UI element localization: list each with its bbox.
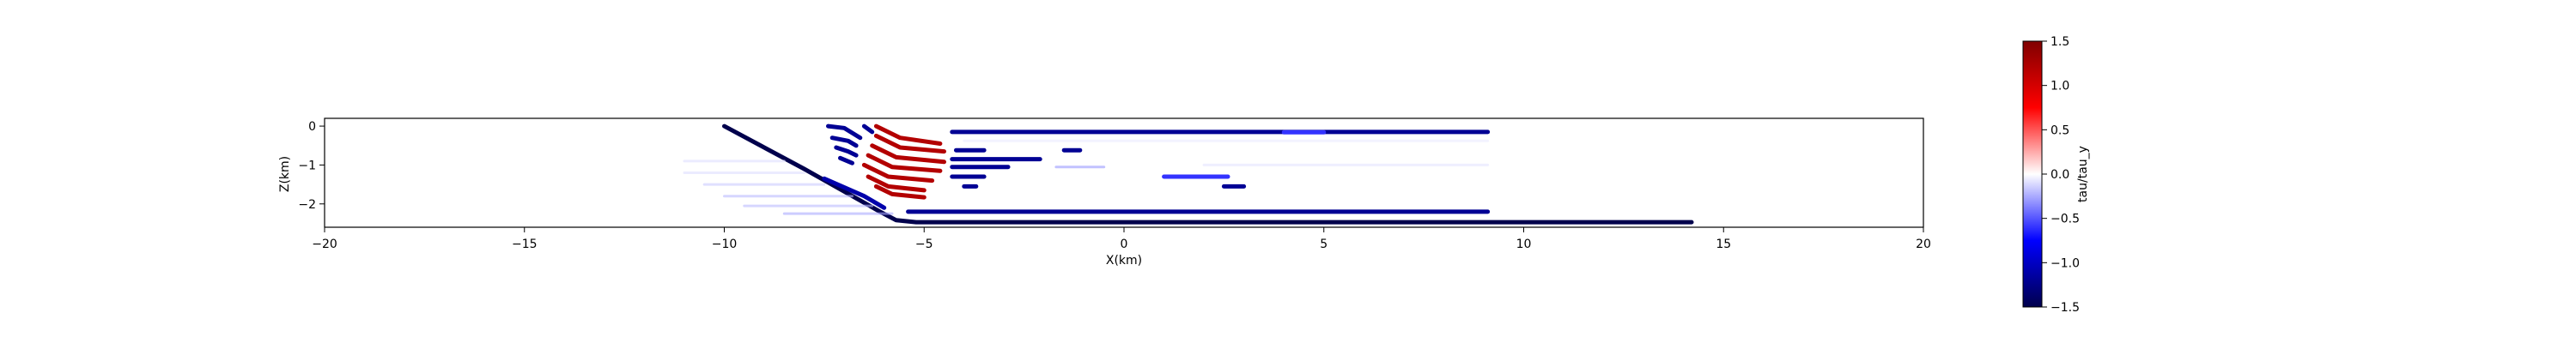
x-tick-label: 10: [1516, 238, 1532, 251]
x-tick-label: −20: [312, 238, 337, 251]
y-tick-label: −1: [298, 159, 316, 172]
data-series-0: [722, 123, 1694, 225]
x-axis-label: X(km): [1106, 254, 1142, 268]
y-axis: 0 −1 −2: [298, 120, 325, 212]
colorbar-tick-label: −1.5: [2050, 301, 2080, 315]
y-tick-label: −2: [298, 198, 316, 212]
y-axis-label: Z(km): [278, 156, 292, 192]
data-series-9: [870, 143, 946, 165]
plot-area: [324, 117, 1924, 228]
colorbar-tick-label: 0.0: [2050, 168, 2069, 182]
plot-background: [325, 118, 1923, 227]
colorbar: 1.5 1.0 0.5 0.0 −0.5 −1.0 −1.5 tau/tau_y: [2022, 35, 2090, 315]
x-tick-label: 0: [1121, 238, 1128, 251]
colorbar-tick-label: −1.0: [2050, 256, 2080, 270]
data-series-6: [838, 155, 854, 165]
data-series-10: [866, 153, 943, 173]
x-tick-label: 20: [1916, 238, 1931, 251]
colorbar-ticks: 1.5 1.0 0.5 0.0 −0.5 −1.0 −1.5: [2042, 35, 2080, 315]
data-series-11: [861, 162, 935, 184]
data-series-3: [861, 123, 875, 135]
x-tick-label: −5: [915, 238, 933, 251]
y-tick-label: 0: [308, 120, 316, 134]
x-tick-label: 5: [1320, 238, 1327, 251]
data-series-12: [866, 174, 927, 193]
colorbar-tick-label: 1.5: [2050, 35, 2069, 49]
colorbar-tick-label: 1.0: [2050, 80, 2069, 93]
colorbar-gradient: [2023, 41, 2042, 307]
data-series-2: [826, 123, 863, 141]
colorbar-label: tau/tau_y: [2076, 146, 2090, 202]
data-series-7: [873, 123, 943, 146]
x-tick-label: 15: [1716, 238, 1731, 251]
data-series-4: [829, 135, 859, 148]
data-series-5: [834, 145, 859, 158]
x-tick-label: −15: [512, 238, 538, 251]
x-tick-label: −10: [712, 238, 738, 251]
x-axis: −20 −15 −10 −5 0 5 10 15 20: [312, 227, 1931, 251]
data-series: [683, 123, 1694, 225]
data-series-1: [822, 176, 887, 210]
data-series-13: [873, 184, 927, 200]
data-series-8: [873, 133, 946, 154]
colorbar-tick-label: 0.5: [2050, 123, 2069, 137]
colorbar-tick-label: −0.5: [2050, 213, 2080, 226]
